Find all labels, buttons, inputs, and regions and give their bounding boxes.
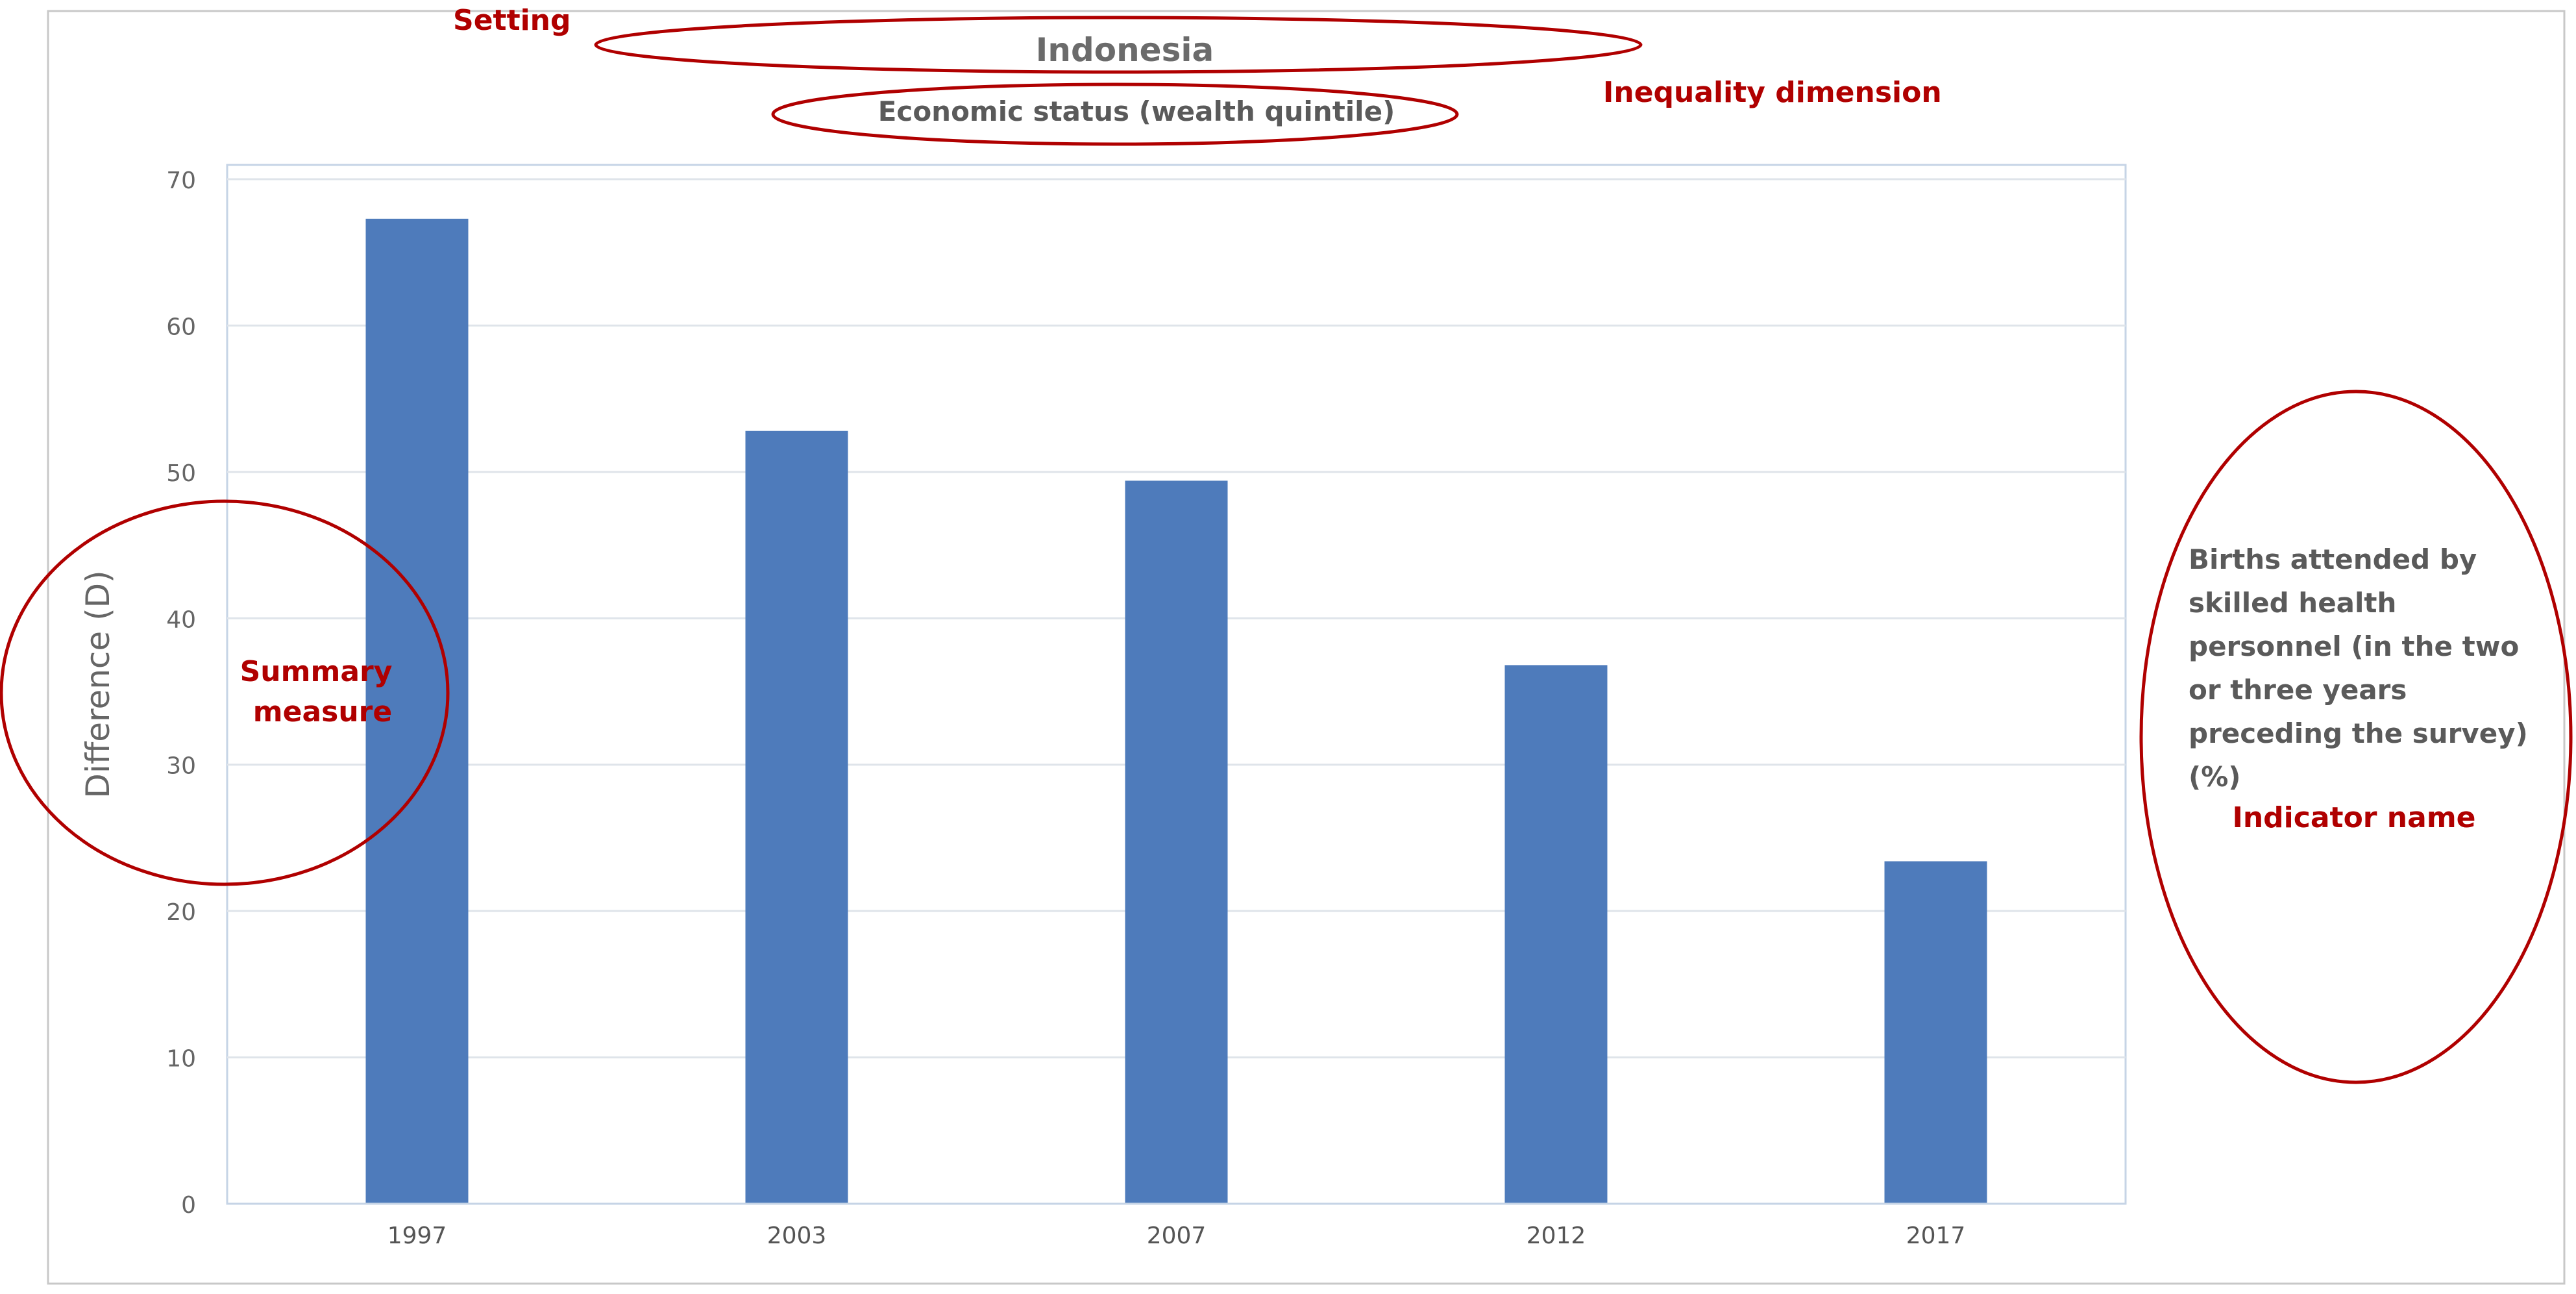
indicator-name-annotation: Indicator name <box>2232 801 2475 834</box>
y-tick-labels: 0 10 20 30 40 50 60 70 <box>166 168 196 1219</box>
summary-measure-annotation-line2: measure <box>253 695 392 728</box>
summary-measure-annotation-line1: Summary <box>240 655 393 688</box>
y-axis-label: Difference (D) <box>79 570 117 798</box>
y-tick-label: 70 <box>166 168 196 194</box>
y-tick-label: 20 <box>166 899 196 926</box>
summary-measure-ellipse <box>0 499 450 886</box>
x-tick-label: 2012 <box>1527 1223 1586 1249</box>
y-tick-label: 40 <box>166 606 196 633</box>
chart-title: Indonesia <box>1036 31 1214 69</box>
bar-2012 <box>1504 665 1608 1204</box>
indicator-legend-line: or three years <box>2189 674 2407 706</box>
y-tick-label: 50 <box>166 460 196 487</box>
x-tick-label: 1997 <box>387 1223 447 1249</box>
y-tick-label: 0 <box>181 1192 196 1219</box>
bar-2017 <box>1884 861 1987 1204</box>
bar-2007 <box>1125 480 1228 1204</box>
y-tick-label: 60 <box>166 314 196 340</box>
indicator-legend-line: preceding the survey) <box>2189 717 2528 749</box>
inequality-dimension-annotation: Inequality dimension <box>1603 76 1942 109</box>
indicator-legend-line: personnel (in the two <box>2189 630 2519 662</box>
indicator-name-ellipse <box>2139 390 2573 1084</box>
setting-ellipse <box>594 16 1643 74</box>
y-tick-label: 30 <box>166 753 196 780</box>
x-tick-label: 2003 <box>767 1223 827 1249</box>
y-tick-label: 10 <box>166 1046 196 1073</box>
bar-1997 <box>365 218 469 1204</box>
indicator-legend-line: skilled health <box>2189 587 2396 619</box>
x-tick-label: 2017 <box>1906 1223 1966 1249</box>
indicator-legend: Births attended by skilled health personne… <box>2189 543 2528 793</box>
bars <box>365 218 1987 1204</box>
chart-subtitle: Economic status (wealth quintile) <box>878 95 1395 127</box>
x-tick-labels: 1997 2003 2007 2012 2017 <box>387 1223 1966 1249</box>
indicator-legend-line: (%) <box>2189 761 2240 793</box>
indicator-legend-line: Births attended by <box>2189 543 2477 575</box>
bar-2003 <box>745 430 848 1204</box>
inequality-dimension-ellipse <box>771 82 1459 146</box>
x-tick-label: 2007 <box>1147 1223 1207 1249</box>
setting-annotation: Setting <box>453 4 571 37</box>
